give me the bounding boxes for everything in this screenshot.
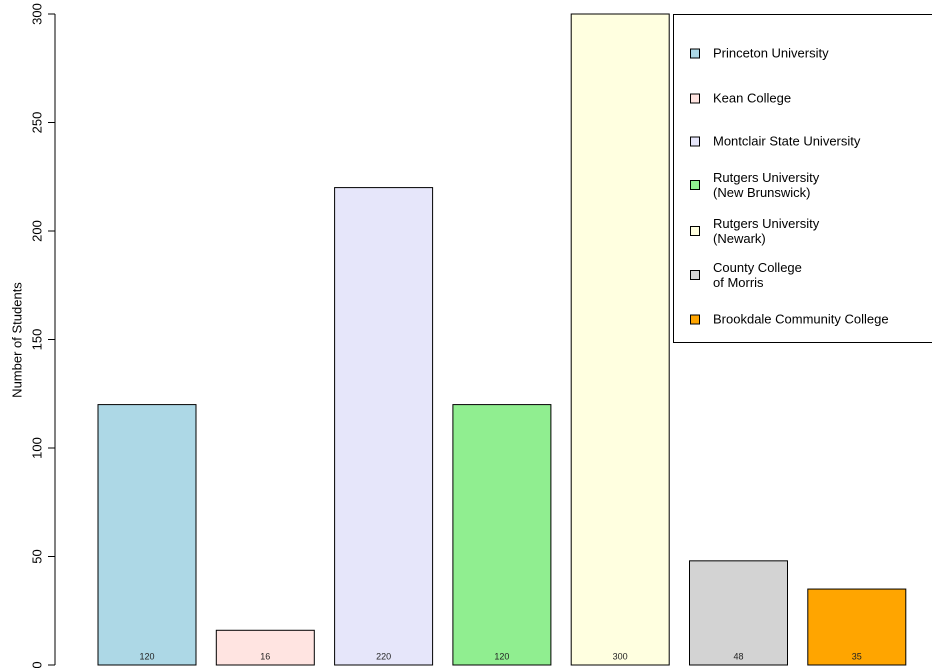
legend-label: County College of Morris <box>713 260 802 290</box>
value-label: 48 <box>733 651 743 661</box>
bar <box>215 629 315 666</box>
bar <box>807 588 907 666</box>
legend-item: County College of Morris <box>674 260 802 290</box>
legend-swatch <box>690 136 700 146</box>
y-tick-label: 150 <box>29 329 44 351</box>
value-label: 120 <box>139 651 154 661</box>
legend-label: Montclair State University <box>713 133 861 149</box>
legend-swatch <box>690 48 700 58</box>
y-tick-label: 0 <box>29 661 44 668</box>
value-label: 35 <box>852 651 862 661</box>
legend-label: Princeton University <box>713 45 829 61</box>
legend-swatch <box>690 226 700 236</box>
bar <box>334 187 434 666</box>
bar <box>689 560 788 666</box>
y-tick-label: 100 <box>29 437 44 459</box>
legend-label: Brookdale Community College <box>713 311 889 327</box>
legend-swatch <box>690 180 700 190</box>
legend-swatch <box>690 93 700 103</box>
legend-item: Rutgers University (Newark) <box>674 216 819 246</box>
legend-label: Rutgers University (New Brunswick) <box>713 170 820 200</box>
value-label: 120 <box>494 651 509 661</box>
y-tick-label: 50 <box>29 549 44 563</box>
y-tick-label: 250 <box>29 112 44 134</box>
legend-item: Kean College <box>674 91 791 106</box>
legend-swatch <box>690 314 700 324</box>
legend-label: Rutgers University (Newark) <box>713 216 820 246</box>
y-axis-title: Number of Students <box>9 282 24 398</box>
legend-swatch <box>690 270 700 280</box>
y-tick-label: 300 <box>29 3 44 25</box>
legend: Princeton University Kean College Montclai… <box>673 14 932 343</box>
bar <box>570 13 670 666</box>
legend-item: Brookdale Community College <box>674 312 889 327</box>
legend-label: Kean College <box>713 90 792 106</box>
bar <box>452 404 552 666</box>
bar <box>97 404 197 666</box>
legend-item: Rutgers University (New Brunswick) <box>674 170 819 200</box>
legend-item: Princeton University <box>674 46 829 61</box>
value-label: 220 <box>376 651 391 661</box>
y-tick-label: 200 <box>29 220 44 242</box>
value-label: 300 <box>613 651 628 661</box>
legend-item: Montclair State University <box>674 134 860 149</box>
value-label: 16 <box>260 651 270 661</box>
